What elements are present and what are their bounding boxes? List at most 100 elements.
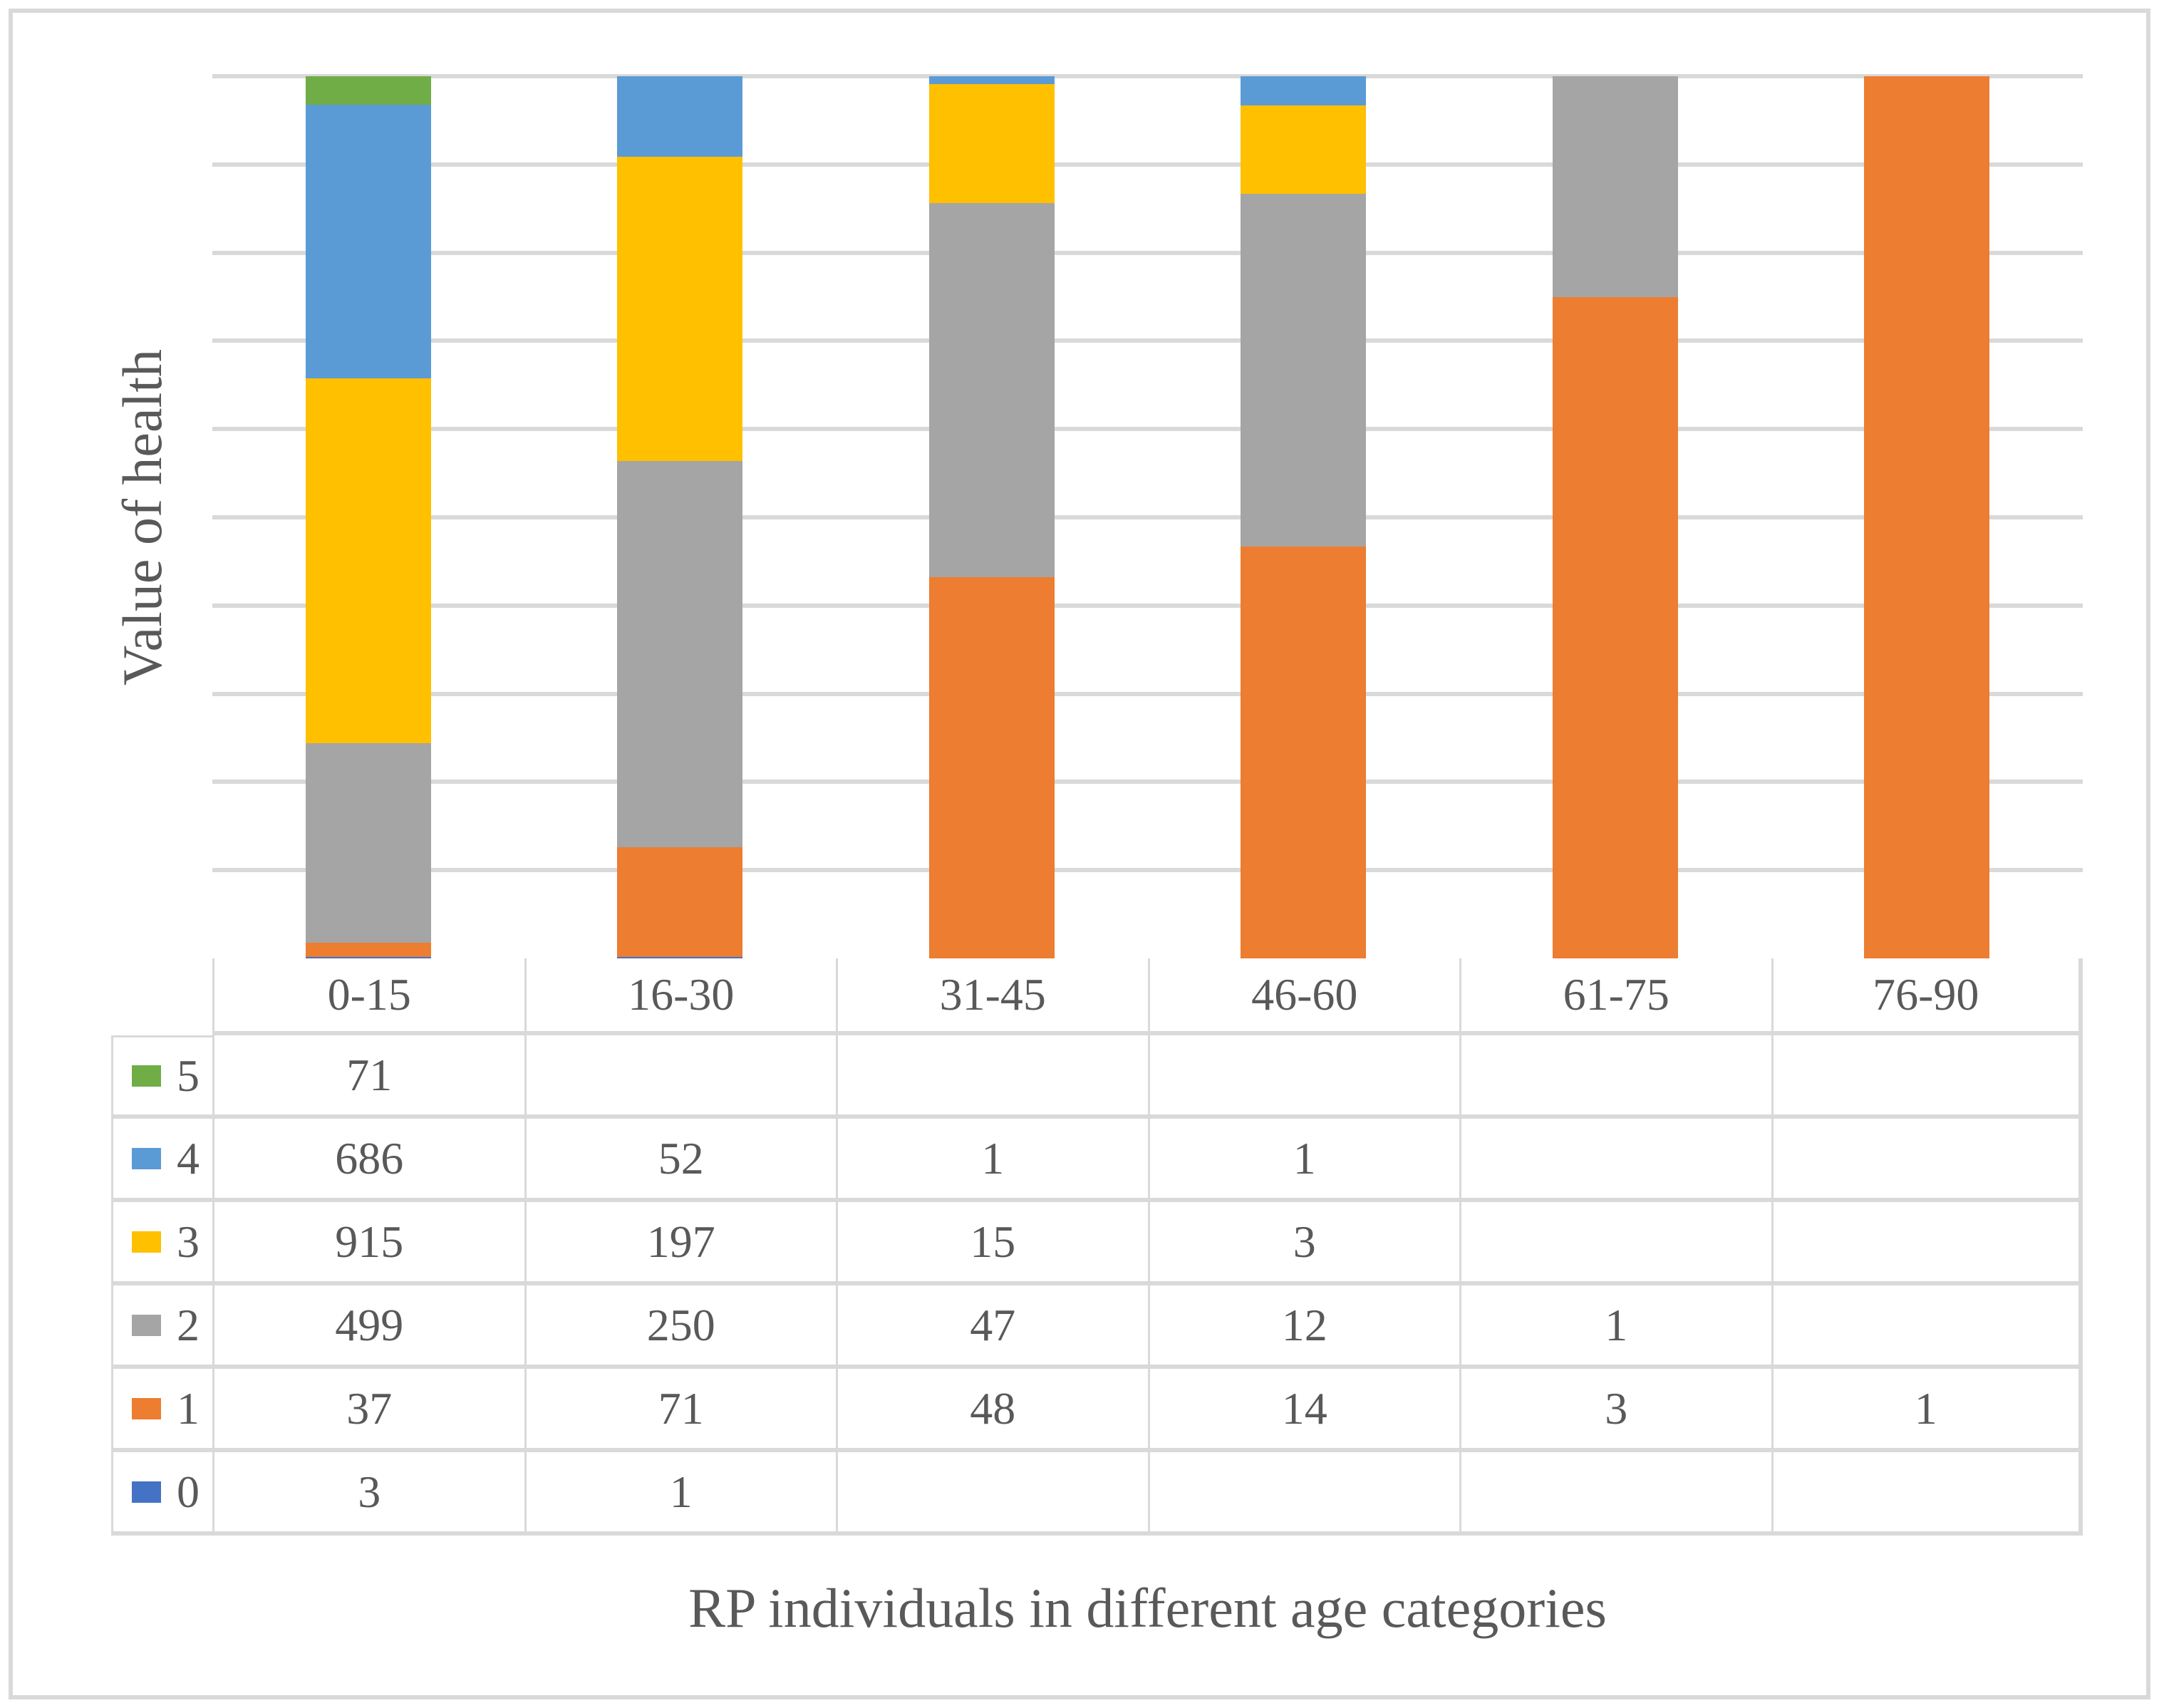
- bar-segment-2-61-75: [1552, 76, 1678, 297]
- bar-segment-2-31-45: [928, 203, 1055, 577]
- table-value-1-16-30: 71: [524, 1369, 836, 1452]
- table-value-0-76-90: [1771, 1452, 2083, 1536]
- legend-cell-4: 4: [111, 1119, 212, 1202]
- legend-swatch-2: [132, 1314, 161, 1336]
- table-header-16-30: 16-30: [524, 958, 836, 1035]
- bar-segment-5-0-15: [305, 76, 431, 105]
- bar-segment-3-0-15: [305, 378, 431, 744]
- table-value-0-61-75: [1459, 1452, 1771, 1536]
- x-axis-title: RP individuals in different age categori…: [212, 1576, 2083, 1640]
- legend-label-2: 2: [177, 1299, 200, 1350]
- table-value-5-16-30: [524, 1035, 836, 1119]
- table-value-0-31-45: [836, 1452, 1148, 1536]
- bar-segment-0-0-15: [305, 957, 431, 958]
- bar-segment-3-46-60: [1241, 105, 1367, 195]
- table-value-3-16-30: 197: [524, 1202, 836, 1285]
- table-value-3-46-60: 3: [1147, 1202, 1459, 1285]
- table-value-0-46-60: [1147, 1452, 1459, 1536]
- table-header-31-45: 31-45: [836, 958, 1148, 1035]
- table-value-4-0-15: 686: [212, 1119, 524, 1202]
- legend-cell-5: 5: [111, 1035, 212, 1119]
- legend-swatch-3: [132, 1231, 161, 1253]
- table-value-3-76-90: [1771, 1202, 2083, 1285]
- gridline-20pct: [212, 780, 2083, 785]
- y-axis-title-text: Value of health: [111, 348, 173, 686]
- gridline-70pct: [212, 338, 2083, 343]
- gridline-80pct: [212, 250, 2083, 255]
- table-header-0-15: 0-15: [212, 958, 524, 1035]
- gridline-90pct: [212, 162, 2083, 167]
- bar-segment-1-0-15: [305, 942, 431, 958]
- legend-label-0: 0: [177, 1466, 200, 1517]
- table-header-46-60: 46-60: [1147, 958, 1459, 1035]
- table-value-0-0-15: 3: [212, 1452, 524, 1536]
- bar-segment-1-76-90: [1864, 76, 1990, 958]
- table-value-1-31-45: 48: [836, 1369, 1148, 1452]
- table-value-0-16-30: 1: [524, 1452, 836, 1536]
- legend-label-3: 3: [177, 1216, 200, 1267]
- table-value-2-16-30: 250: [524, 1285, 836, 1369]
- bar-segment-4-0-15: [305, 104, 431, 378]
- table-value-2-46-60: 12: [1147, 1285, 1459, 1369]
- gridline-60pct: [212, 427, 2083, 432]
- table-value-2-31-45: 47: [836, 1285, 1148, 1369]
- bar-segment-3-31-45: [928, 84, 1055, 204]
- bar-segment-1-16-30: [617, 847, 743, 957]
- gridline-40pct: [212, 603, 2083, 608]
- legend-swatch-1: [132, 1397, 161, 1419]
- table-value-2-76-90: [1771, 1285, 2083, 1369]
- table-corner-blank: [111, 958, 212, 1035]
- bar-segment-1-61-75: [1552, 296, 1678, 958]
- bar-segment-1-46-60: [1241, 547, 1367, 958]
- bar-segment-0-16-30: [617, 956, 743, 958]
- y-axis-title: Value of health: [100, 76, 185, 958]
- legend-swatch-4: [132, 1147, 161, 1169]
- legend-label-1: 1: [177, 1382, 200, 1434]
- table-header-76-90: 76-90: [1771, 958, 2083, 1035]
- legend-label-4: 4: [177, 1132, 200, 1184]
- bar-segment-2-46-60: [1241, 194, 1367, 547]
- legend-cell-1: 1: [111, 1369, 212, 1452]
- bar-segment-4-16-30: [617, 76, 743, 157]
- bar-segment-4-31-45: [928, 76, 1055, 85]
- table-value-4-31-45: 1: [836, 1119, 1148, 1202]
- bar-segment-3-16-30: [617, 156, 743, 461]
- bar-segment-2-0-15: [305, 743, 431, 943]
- table-value-1-76-90: 1: [1771, 1369, 2083, 1452]
- data-table: 0-15 16-30 31-45 46-60 61-75 76-90 5 71 4 686 52 1 1…: [111, 958, 2083, 1536]
- table-value-2-61-75: 1: [1459, 1285, 1771, 1369]
- table-value-3-61-75: [1459, 1202, 1771, 1285]
- table-value-3-31-45: 15: [836, 1202, 1148, 1285]
- legend-label-5: 5: [177, 1050, 200, 1101]
- gridline-50pct: [212, 515, 2083, 519]
- gridline-100pct: [212, 74, 2083, 78]
- legend-cell-0: 0: [111, 1452, 212, 1536]
- table-value-1-46-60: 14: [1147, 1369, 1459, 1452]
- plot-area: [212, 74, 2083, 963]
- legend-swatch-0: [132, 1481, 161, 1503]
- table-value-3-0-15: 915: [212, 1202, 524, 1285]
- legend-cell-2: 2: [111, 1285, 212, 1369]
- table-value-5-76-90: [1771, 1035, 2083, 1119]
- table-value-5-0-15: 71: [212, 1035, 524, 1119]
- table-header-61-75: 61-75: [1459, 958, 1771, 1035]
- table-value-4-16-30: 52: [524, 1119, 836, 1202]
- legend-cell-3: 3: [111, 1202, 212, 1285]
- table-value-5-31-45: [836, 1035, 1148, 1119]
- x-axis-title-text: RP individuals in different age categori…: [688, 1577, 1607, 1639]
- table-value-1-0-15: 37: [212, 1369, 524, 1452]
- gridline-30pct: [212, 691, 2083, 696]
- table-value-4-46-60: 1: [1147, 1119, 1459, 1202]
- bar-segment-2-16-30: [617, 460, 743, 847]
- bar-segment-1-31-45: [928, 576, 1055, 958]
- bar-segment-4-46-60: [1241, 76, 1367, 106]
- legend-swatch-5: [132, 1065, 161, 1087]
- table-value-4-61-75: [1459, 1119, 1771, 1202]
- gridline-10pct: [212, 868, 2083, 873]
- table-value-4-76-90: [1771, 1119, 2083, 1202]
- table-value-5-61-75: [1459, 1035, 1771, 1119]
- table-value-5-46-60: [1147, 1035, 1459, 1119]
- table-value-1-61-75: 3: [1459, 1369, 1771, 1452]
- table-value-2-0-15: 499: [212, 1285, 524, 1369]
